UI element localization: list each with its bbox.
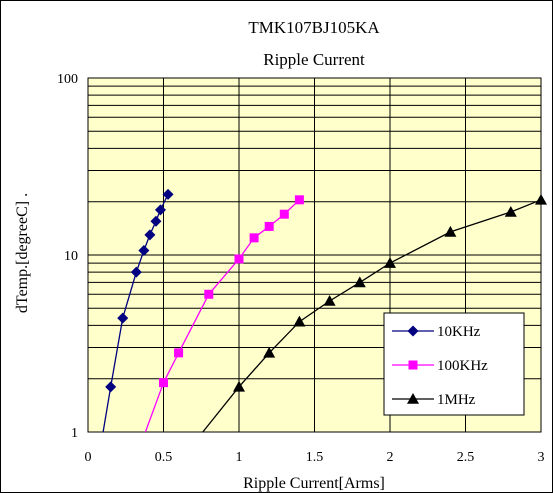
x-tick-label: 2.5 <box>457 450 475 465</box>
legend-item-100khz: 100KHz <box>392 358 488 374</box>
legend-label-10khz: 10KHz <box>437 324 481 340</box>
y-tick-label: 100 <box>57 72 78 87</box>
data-point-10khz <box>138 245 150 257</box>
data-point-1mhz <box>323 294 336 306</box>
legend-box <box>383 312 525 416</box>
data-point-10khz <box>105 381 117 393</box>
series-100khz <box>144 195 304 433</box>
legend-item-10khz: 10KHz <box>392 324 481 340</box>
data-point-100khz <box>204 289 214 299</box>
series-1mhz <box>202 193 547 433</box>
data-point-1mhz <box>504 205 517 217</box>
legend-label-100khz: 100KHz <box>437 358 488 374</box>
x-tick-label: 1.5 <box>306 450 324 465</box>
legend-item-1mhz: 1MHz <box>392 392 476 408</box>
data-point-100khz <box>234 254 244 264</box>
x-tick-label: 1 <box>236 450 243 465</box>
y-tick-label: 1 <box>71 426 78 441</box>
series-10khz <box>102 188 174 433</box>
data-point-10khz <box>154 204 166 216</box>
data-point-100khz <box>264 221 274 231</box>
data-point-1mhz <box>444 225 457 237</box>
data-point-1mhz <box>233 380 245 392</box>
x-tick-label: 2 <box>387 450 394 465</box>
data-point-100khz <box>249 233 259 243</box>
data-point-100khz <box>159 378 168 388</box>
data-point-100khz <box>174 348 184 358</box>
data-point-10khz <box>117 312 129 324</box>
data-point-100khz <box>279 209 289 219</box>
y-tick-label: 10 <box>64 249 78 264</box>
data-point-10khz <box>130 266 142 278</box>
data-point-1mhz <box>263 346 276 358</box>
data-point-1mhz <box>353 276 366 288</box>
data-point-10khz <box>150 215 162 227</box>
legend-marker-1mhz <box>407 393 419 404</box>
legend-marker-10khz <box>407 325 419 337</box>
x-tick-label: 0 <box>85 450 92 465</box>
chart-subtitle: Ripple Current <box>263 50 365 69</box>
y-tick-labels: 1 10 100 <box>57 72 78 441</box>
x-tick-labels: 0 0.5 1 1.5 2 2.5 3 <box>85 450 545 465</box>
legend-label-1mhz: 1MHz <box>437 392 476 408</box>
chart-title: TMK107BJ105KA <box>248 18 380 37</box>
x-tick-label: 0.5 <box>155 450 173 465</box>
series-line-1mhz <box>202 199 542 433</box>
x-tick-label: 3 <box>538 450 545 465</box>
data-point-10khz <box>162 188 174 200</box>
data-point-10khz <box>144 229 156 241</box>
y-axis-label: dTemp.[degreeC] . <box>14 193 31 313</box>
data-point-1mhz <box>535 193 547 205</box>
data-point-1mhz <box>384 257 396 268</box>
series-layer <box>102 188 547 433</box>
plot-border <box>87 77 542 433</box>
legend-marker-100khz <box>408 360 418 370</box>
data-point-1mhz <box>293 315 306 327</box>
legend: 10KHz 100KHz 1MHz <box>383 312 525 416</box>
x-axis-label: Ripple Current[Arms] <box>243 475 385 492</box>
data-point-100khz <box>294 195 304 205</box>
